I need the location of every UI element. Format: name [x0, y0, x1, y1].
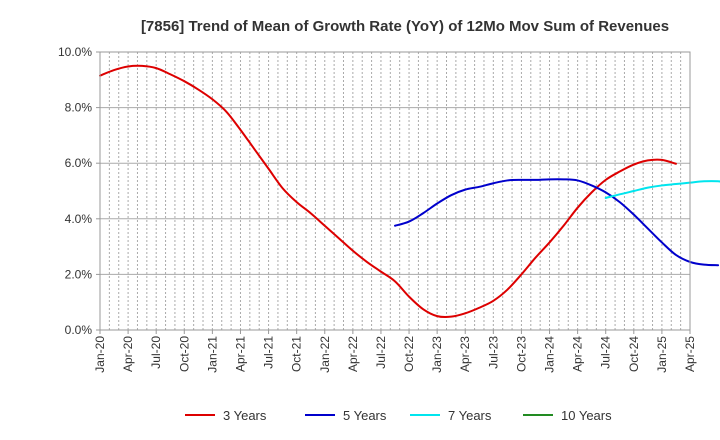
legend: 3 Years 5 Years 7 Years 10 Years: [185, 408, 612, 423]
series-line-3-years: [99, 64, 677, 319]
x-tick-label: Jan-25: [655, 336, 669, 373]
x-tick-label: Oct-24: [627, 336, 641, 372]
legend-label-7-years: 7 Years: [448, 408, 492, 423]
x-tick-label: Oct-20: [177, 336, 191, 372]
x-tick-label: Jan-20: [93, 336, 107, 373]
series-line-7-years: [604, 180, 720, 199]
x-tick-label: Apr-21: [233, 336, 247, 372]
x-tick-label: Jul-20: [149, 336, 163, 369]
x-tick-label: Jul-21: [262, 336, 276, 369]
y-tick-label: 8.0%: [65, 101, 93, 115]
x-axis: Jan-20 Apr-20 Jul-20 Oct-20 Jan-21 Apr-21 Jul-…: [93, 330, 697, 373]
x-tick-label: Jul-23: [486, 336, 500, 369]
x-tick-label: Apr-25: [683, 336, 697, 372]
x-tick-label: Apr-20: [121, 336, 135, 372]
x-tick-label: Apr-24: [571, 336, 585, 372]
x-tick-label: Jan-21: [205, 336, 219, 373]
series-lines: [99, 64, 720, 319]
x-tick-label: Oct-21: [290, 336, 304, 372]
y-axis: 0.0% 2.0% 4.0% 6.0% 8.0% 10.0%: [58, 45, 100, 337]
series-line-5-years: [394, 178, 720, 267]
x-tick-label: Apr-23: [458, 336, 472, 372]
plot-frame: [99, 51, 691, 331]
y-tick-label: 2.0%: [65, 267, 93, 281]
legend-label-3-years: 3 Years: [223, 408, 267, 423]
chart-title: [7856] Trend of Mean of Growth Rate (YoY…: [141, 18, 669, 35]
y-tick-label: 10.0%: [58, 45, 92, 59]
y-tick-label: 4.0%: [65, 212, 93, 226]
grid-lines: [100, 52, 690, 330]
y-tick-label: 6.0%: [65, 156, 93, 170]
x-tick-label: Jul-22: [374, 336, 388, 369]
legend-label-5-years: 5 Years: [343, 408, 387, 423]
x-tick-label: Oct-22: [402, 336, 416, 372]
x-tick-label: Apr-22: [346, 336, 360, 372]
x-tick-label: Jan-22: [318, 336, 332, 373]
legend-label-10-years: 10 Years: [561, 408, 612, 423]
x-tick-label: Oct-23: [514, 336, 528, 372]
x-tick-label: Jul-24: [599, 336, 613, 369]
x-tick-label: Jan-24: [543, 336, 557, 373]
y-tick-label: 0.0%: [65, 323, 93, 337]
x-tick-label: Jan-23: [430, 336, 444, 373]
